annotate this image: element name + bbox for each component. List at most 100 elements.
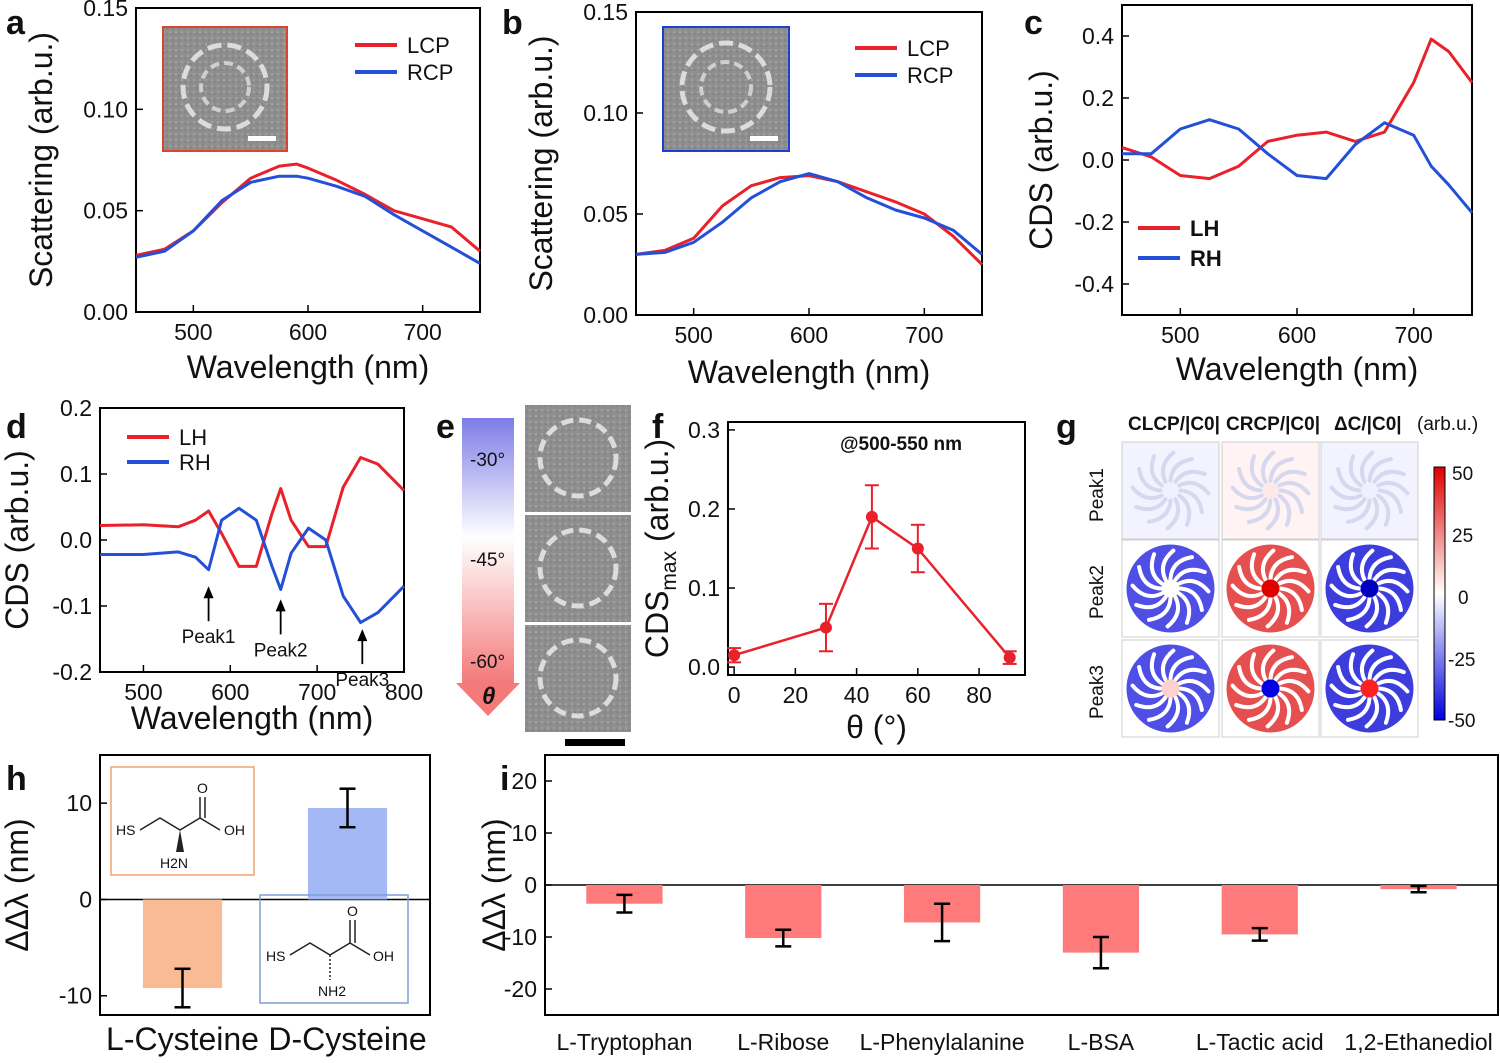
field-map-arm <box>1336 565 1362 591</box>
field-map-arm <box>1376 591 1391 625</box>
field-map-arm <box>1273 469 1307 484</box>
theta-symbol: θ <box>482 683 495 710</box>
field-map-arm <box>1377 586 1403 612</box>
field-map-arm <box>1372 567 1406 582</box>
x-tick-label-f: 0 <box>728 682 741 708</box>
y-tick-label-i: 20 <box>511 768 537 794</box>
y-axis-label-f-sub: max <box>658 550 681 590</box>
data-point-f <box>911 542 924 555</box>
plot-frame-f <box>727 421 1026 676</box>
peak-arrow-head-2 <box>275 599 286 612</box>
chart-i: -20 -10 0 10 20 ΔΔλ (nm) L-Tryptophan L-Ribose L… <box>476 754 1499 1055</box>
colorbar-tick-minus50: -50 <box>1448 711 1475 732</box>
y-tick-label-c: 0.2 <box>1082 85 1114 111</box>
panel-label-d: d <box>6 408 27 446</box>
field-map-center <box>1262 482 1279 499</box>
x-tick-label-a: 600 <box>289 319 327 345</box>
x-tick-label-a: 700 <box>403 319 441 345</box>
field-map-arm <box>1249 552 1264 586</box>
field-map-arm <box>1149 552 1164 586</box>
category-label-i: L-Phenylalanine <box>860 1029 1025 1055</box>
field-map-arm <box>1333 695 1367 710</box>
panel-label-c: c <box>1024 4 1043 42</box>
field-map-arm <box>1260 450 1276 484</box>
y-tick-label-b: 0.15 <box>583 0 628 25</box>
field-map-arm <box>1277 578 1311 594</box>
field-map-arm <box>1372 469 1406 484</box>
field-map-arm <box>1268 655 1294 681</box>
theta-arrow-head <box>456 683 520 716</box>
theta-label-30: -30° <box>470 450 505 471</box>
legend-label-a: LCP <box>407 33 450 58</box>
chart-d: 500 600 700 800 -0.2 -0.1 0.0 0.1 0.2 Wavelength … <box>0 395 423 736</box>
mol-d-n: NH2 <box>318 983 346 999</box>
field-map-arm <box>1364 497 1380 531</box>
field-map-arm <box>1237 565 1263 591</box>
scale-bar-e <box>565 739 625 746</box>
field-map-arm <box>1165 497 1181 531</box>
field-map-arm <box>1277 691 1292 725</box>
field-map-arm <box>1168 555 1194 581</box>
field-map-arm <box>1147 498 1173 524</box>
field-map-arm <box>1333 595 1367 610</box>
x-axis-label-d: Wavelength (nm) <box>131 700 373 736</box>
field-map-arm <box>1249 454 1264 488</box>
col-header-rcp: CRCP/|C0| <box>1226 414 1320 435</box>
plot-frame-c <box>1121 4 1473 316</box>
y-axis-label-h: ΔΔλ (nm) <box>0 818 35 951</box>
chart-h: -10 0 10 ΔΔλ (nm) L-Cysteine D-Cysteine <box>0 754 431 1057</box>
y-axis-label-c: CDS (arb.u.) <box>1023 70 1059 250</box>
field-map-arm <box>1348 652 1363 686</box>
field-map-arm <box>1230 683 1264 699</box>
field-map-arm <box>1149 652 1164 686</box>
y-tick-label-f: 0.3 <box>688 417 720 443</box>
field-map-arm <box>1372 667 1406 682</box>
row-label-peak2: Peak2 <box>1087 565 1108 619</box>
series-line-b-LCP <box>635 174 984 266</box>
field-map-center <box>1261 679 1280 698</box>
y-tick-label-i: 10 <box>511 820 537 846</box>
legend-label-d: RH <box>179 450 211 475</box>
field-map-arm <box>1277 493 1292 527</box>
col-header-lcp: CLCP/|C0| <box>1128 414 1220 435</box>
panel-label-i: i <box>500 760 509 798</box>
series-line-a-RCP <box>135 174 481 265</box>
sem-image-e3 <box>525 625 631 732</box>
field-map-arm <box>1329 683 1363 699</box>
field-map-arm <box>1178 488 1204 514</box>
category-label-i: L-Tryptophan <box>556 1029 692 1055</box>
field-map-arm <box>1260 648 1276 682</box>
field-map-arm <box>1260 548 1276 582</box>
field-map-arm <box>1165 595 1181 629</box>
x-tick-label-f: 20 <box>783 682 809 708</box>
field-map-arm <box>1149 454 1164 488</box>
panel-label-f: f <box>652 408 664 446</box>
field-map-arm <box>1329 485 1363 501</box>
mol-l-o: O <box>197 780 208 796</box>
y-tick-label-d: -0.2 <box>52 659 92 685</box>
field-map-center <box>1161 579 1180 598</box>
y-tick-label-h: 10 <box>66 790 92 816</box>
field-map-arm <box>1130 583 1164 599</box>
field-map-arm <box>1134 695 1168 710</box>
field-map-arm <box>1364 595 1380 629</box>
mol-l-oh: OH <box>224 822 245 838</box>
field-map-arm <box>1237 467 1263 493</box>
row-label-peak1: Peak1 <box>1087 468 1108 522</box>
field-map-arm <box>1268 457 1294 483</box>
bar-i-L-Tactic acid <box>1221 885 1298 935</box>
field-map-arm <box>1177 678 1211 694</box>
legend-label-b: RCP <box>907 63 953 88</box>
field-map-arm <box>1336 467 1362 493</box>
field-map-arm <box>1234 695 1268 710</box>
field-map-arm <box>1333 497 1367 512</box>
y-tick-label-d: 0.2 <box>60 395 92 421</box>
field-map-arm <box>1147 596 1173 622</box>
y-axis-label-d: CDS (arb.u.) <box>0 450 35 630</box>
field-map-arm <box>1177 591 1192 625</box>
field-map-arm <box>1273 667 1307 682</box>
field-map-arm <box>1346 696 1372 722</box>
x-axis-label-f: θ (°) <box>846 709 907 745</box>
field-map-arm <box>1265 595 1281 629</box>
x-tick-label-f: 40 <box>844 682 870 708</box>
